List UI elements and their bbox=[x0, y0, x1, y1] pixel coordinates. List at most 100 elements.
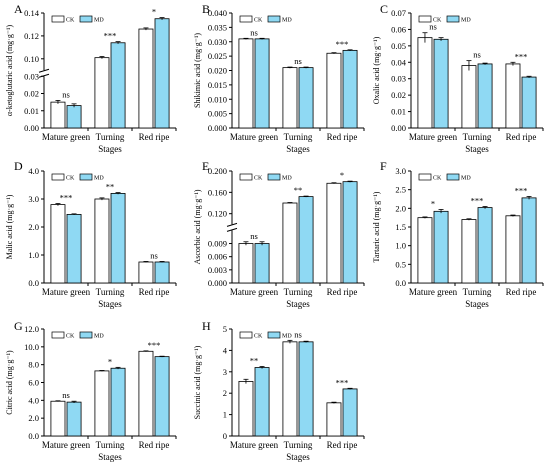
y-tick-label: 0.020 bbox=[208, 66, 227, 76]
legend-label-md: MD bbox=[461, 18, 471, 24]
significance-label: ns bbox=[429, 22, 437, 32]
legend-swatch-ck bbox=[418, 173, 432, 181]
significance-label: ns bbox=[62, 89, 70, 99]
significance-label: ns bbox=[294, 56, 302, 66]
x-tick-label: Mature green bbox=[42, 440, 91, 450]
y-tick-label: 0.000 bbox=[208, 278, 227, 288]
bar-ck bbox=[50, 400, 66, 437]
legend-label-ck: CK bbox=[66, 334, 75, 340]
x-tick-label: Turning bbox=[284, 287, 313, 297]
bar-md bbox=[66, 105, 82, 129]
x-axis-title: Stages bbox=[286, 144, 310, 154]
significance-label: *** bbox=[336, 39, 349, 49]
y-tick-label: 0.006 bbox=[208, 252, 227, 262]
x-axis-title: Stages bbox=[286, 299, 310, 309]
significance-label: * bbox=[431, 198, 435, 208]
y-tick-label: 4.0 bbox=[28, 166, 39, 176]
x-tick-label: Red ripe bbox=[327, 132, 358, 142]
significance-label: ** bbox=[106, 182, 115, 192]
x-tick-label: Mature green bbox=[230, 287, 279, 297]
y-tick-label: 6.0 bbox=[28, 378, 39, 388]
significance-label: * bbox=[340, 170, 344, 180]
bar-md bbox=[342, 49, 358, 129]
y-axis-title: Citric acid (mg·g⁻¹) bbox=[5, 350, 14, 415]
legend-swatch-ck bbox=[51, 173, 65, 181]
y-tick-label: 1.0 bbox=[28, 250, 39, 260]
legend-swatch-md bbox=[446, 173, 460, 181]
y-tick-label: 2.0 bbox=[395, 203, 406, 213]
y-tick-label: 0.04 bbox=[391, 57, 407, 67]
bar-ck bbox=[138, 350, 154, 437]
x-tick-label: Mature green bbox=[409, 287, 458, 297]
y-tick-label: 0.030 bbox=[208, 37, 227, 47]
bar-md bbox=[110, 367, 126, 437]
significance-label: *** bbox=[104, 31, 117, 41]
y-tick-label: 0.03 bbox=[391, 74, 406, 84]
significance-label: ns bbox=[62, 390, 70, 400]
legend-label-md: MD bbox=[282, 18, 292, 24]
panel-letter: H bbox=[202, 319, 211, 333]
x-axis-title: Stages bbox=[465, 299, 489, 309]
y-tick-label: 3.0 bbox=[395, 166, 406, 176]
y-tick-label: 0.5 bbox=[395, 259, 406, 269]
x-tick-label: Red ripe bbox=[506, 287, 537, 297]
significance-label: ns bbox=[473, 50, 481, 60]
y-tick-label: 0.003 bbox=[208, 265, 227, 275]
legend-swatch-ck bbox=[418, 15, 432, 23]
legend-label-md: MD bbox=[94, 18, 104, 24]
bar-md bbox=[154, 356, 170, 437]
bar-md bbox=[521, 197, 537, 284]
axis-break-mark bbox=[226, 227, 238, 232]
legend-swatch-md bbox=[79, 331, 93, 339]
panel-f: 0.0 0.5 1.0 1.5 2.0 2.5 3.0 Mature green * Turnin… bbox=[372, 159, 544, 309]
legend-swatch-md bbox=[79, 173, 93, 181]
bar-ck bbox=[94, 370, 110, 437]
legend-label-md: MD bbox=[282, 176, 292, 182]
bar-md bbox=[154, 18, 170, 129]
y-tick-label: 1 bbox=[223, 410, 227, 420]
significance-label: ** bbox=[250, 355, 259, 365]
significance-label: ns bbox=[250, 27, 258, 37]
bar-md bbox=[433, 210, 449, 284]
legend-label-ck: CK bbox=[433, 176, 442, 182]
legend-swatch-ck bbox=[239, 173, 253, 181]
bar-md bbox=[110, 42, 126, 129]
bar-ck bbox=[238, 38, 254, 129]
y-tick-label: 5 bbox=[223, 324, 227, 334]
bar-md bbox=[66, 401, 82, 437]
significance-label: *** bbox=[515, 51, 528, 61]
panel-b: 0.000 0.005 0.010 0.015 0.020 0.025 0.030 0.035… bbox=[193, 2, 365, 154]
legend-label-ck: CK bbox=[254, 176, 263, 182]
y-tick-label: 4.0 bbox=[28, 395, 39, 405]
bar-md bbox=[298, 196, 314, 284]
y-tick-label: 2 bbox=[223, 388, 227, 398]
x-tick-label: Mature green bbox=[230, 132, 279, 142]
x-axis-title: Stages bbox=[98, 144, 122, 154]
y-tick-label: 0.02 bbox=[24, 89, 39, 99]
x-tick-label: Turning bbox=[284, 440, 313, 450]
y-tick-label: 0.10 bbox=[24, 54, 39, 64]
legend-swatch-ck bbox=[239, 15, 253, 23]
y-tick-label: 3.0 bbox=[28, 194, 39, 204]
y-tick-label: 0.05 bbox=[391, 41, 406, 51]
panel-letter: F bbox=[380, 159, 387, 173]
y-tick-label: 0.01 bbox=[24, 106, 39, 116]
significance-label: ns bbox=[250, 231, 258, 241]
legend-swatch-ck bbox=[51, 331, 65, 339]
y-tick-label: 0.000 bbox=[208, 123, 227, 133]
y-axis-title: Ascorbic acid (mg·g⁻¹) bbox=[193, 189, 202, 264]
significance-label: * bbox=[108, 356, 112, 366]
y-tick-label: 10.0 bbox=[24, 342, 39, 352]
bar-md bbox=[154, 261, 170, 284]
bar-ck bbox=[138, 28, 154, 129]
x-tick-label: Turning bbox=[96, 440, 125, 450]
panel-d: 0.0 1.0 2.0 3.0 4.0 Mature green *** Turning ** R… bbox=[5, 159, 177, 309]
x-axis-title: Stages bbox=[286, 452, 310, 462]
y-tick-label: 3 bbox=[223, 367, 227, 377]
axis-break-mark bbox=[38, 68, 50, 73]
legend-swatch-ck bbox=[239, 331, 253, 339]
x-tick-label: Red ripe bbox=[139, 440, 170, 450]
bar-md bbox=[254, 38, 270, 129]
bar-md bbox=[477, 63, 493, 129]
bar-ck bbox=[94, 57, 110, 129]
